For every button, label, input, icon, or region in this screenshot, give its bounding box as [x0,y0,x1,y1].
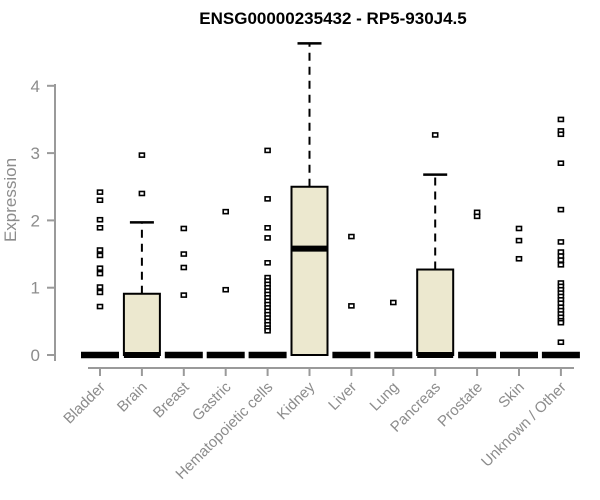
boxplot-hematopoietic-cells [248,147,287,359]
outlier-point [557,262,565,268]
x-axis-category-label: Skin [495,379,528,412]
outlier-point [96,270,104,277]
outlier-point [180,225,188,232]
boxplot-gastric [206,208,245,359]
outlier-point [264,225,271,231]
outlier-point [264,196,271,202]
outlier-point [180,264,188,271]
y-axis-tick-label: 1 [31,279,40,298]
outlier-point [348,233,355,240]
boxplot-brain [122,152,161,358]
outlier-point [515,225,523,232]
x-axis-category-label: Breast [150,378,193,421]
x-axis-category-label: Liver [325,379,360,414]
outlier-point [96,303,104,310]
boxplot-liver [332,233,371,359]
outlier-point [515,255,523,262]
outlier-point [222,286,229,293]
box [416,268,455,356]
outlier-point [264,147,271,154]
outlier-point [96,289,104,296]
outlier-point [180,251,188,257]
box [290,185,329,356]
outlier-point [557,339,565,346]
outlier-point [138,190,146,197]
x-axis-category-label: Lung [367,379,403,415]
outlier-point [222,208,229,215]
outlier-point [138,152,146,158]
outlier-point [473,213,481,220]
outlier-point [96,225,104,231]
outlier-point [96,197,104,204]
outlier-point [96,189,104,195]
y-axis-tick-label: 3 [31,144,40,163]
x-axis-category-label: Prostate [434,379,486,431]
outlier-point [557,116,565,123]
outlier-point [264,235,271,241]
boxplot-prostate [458,209,497,359]
outlier-point [96,284,104,290]
boxplot-pancreas [416,132,455,358]
boxplot-series [81,42,580,359]
outlier-point [557,206,565,213]
outlier-point [557,319,565,326]
outlier-point [515,237,523,244]
boxplot-unknown-other [541,116,580,359]
y-axis-tick-label: 4 [31,77,40,96]
outlier-point [180,292,188,298]
outlier-point [264,259,271,266]
y-axis-label: Expression [1,158,20,242]
outlier-point [96,247,104,253]
outlier-point [557,160,565,166]
y-axis-tick-label: 2 [31,211,40,230]
outlier-point [389,299,397,306]
x-axis-category-label: Bladder [60,379,109,428]
x-axis-category-label: Kidney [274,378,319,423]
chart-title: ENSG00000235432 - RP5-930J4.5 [199,9,466,28]
boxplot-kidney [290,42,329,356]
boxplot-bladder [81,189,119,359]
outlier-point [348,303,355,309]
outlier-point [96,216,104,223]
boxplot-skin [500,225,538,359]
y-axis-tick-label: 0 [31,346,40,365]
boxplot-breast [164,225,203,359]
y-axis: 0 1 2 3 4 [31,77,56,365]
x-axis-category-label: Brain [114,379,151,416]
box [122,292,161,356]
boxplot-lung [374,299,413,359]
outlier-point [557,239,565,245]
outlier-point [557,131,565,138]
outlier-point [264,327,271,334]
outlier-point [96,252,104,259]
outlier-point [96,265,104,271]
outlier-point [557,257,565,263]
outlier-point [431,132,439,138]
